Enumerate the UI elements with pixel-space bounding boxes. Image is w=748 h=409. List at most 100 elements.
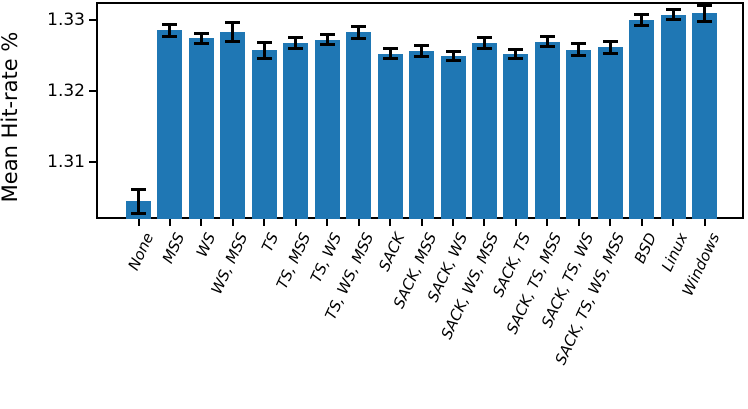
error-bar-cap-top: [665, 8, 681, 12]
error-bar-line: [640, 14, 644, 26]
y-tick-label: 1.31: [47, 152, 85, 173]
error-bar-cap-bottom: [225, 39, 241, 43]
error-bar-cap-bottom: [665, 18, 681, 22]
error-bar-cap-bottom: [256, 56, 272, 60]
error-bar-line: [577, 43, 581, 56]
error-bar-cap-top: [288, 35, 304, 39]
bar: [409, 50, 435, 219]
x-tick-mark: [389, 219, 392, 226]
bar: [503, 53, 529, 219]
bar: [440, 55, 466, 219]
bar: [566, 49, 592, 219]
bar: [629, 19, 655, 219]
error-bar-cap-bottom: [476, 47, 492, 51]
bar: [471, 43, 497, 219]
error-bar-cap-bottom: [162, 34, 178, 38]
bar: [346, 32, 372, 219]
x-tick-mark: [231, 219, 234, 226]
x-tick-label: BSD: [630, 230, 661, 267]
x-tick-mark: [546, 219, 549, 226]
x-tick-mark: [609, 219, 612, 226]
error-bar-cap-top: [697, 4, 713, 8]
x-tick-mark: [703, 219, 706, 226]
x-tick-mark: [514, 219, 517, 226]
error-bar-line: [357, 26, 361, 39]
error-bar-cap-top: [602, 39, 618, 43]
error-bar-line: [388, 48, 392, 59]
error-bar-cap-bottom: [508, 56, 524, 60]
error-bar-cap-bottom: [571, 54, 587, 58]
x-tick-label: Linux: [658, 230, 692, 275]
error-bar-cap-top: [539, 35, 555, 39]
y-tick-label: 1.32: [47, 81, 85, 102]
error-bar-cap-top: [476, 35, 492, 39]
x-tick-mark: [483, 219, 486, 226]
bar: [251, 50, 277, 219]
error-bar-cap-top: [319, 33, 335, 37]
y-axis-label: Mean Hit-rate %: [0, 31, 22, 203]
error-bar-cap-bottom: [634, 23, 650, 27]
error-bar-cap-top: [414, 43, 430, 47]
error-bar-cap-bottom: [351, 37, 367, 41]
bar: [597, 47, 623, 219]
error-bar-line: [420, 45, 424, 57]
error-bar-cap-bottom: [445, 58, 461, 62]
error-bar-cap-top: [225, 21, 241, 25]
error-bar-line: [199, 33, 203, 44]
x-tick-mark: [263, 219, 266, 226]
x-tick-mark: [452, 219, 454, 226]
bar: [377, 53, 403, 219]
x-tick-label: TS: [258, 230, 283, 255]
error-bar-cap-top: [382, 47, 398, 51]
error-bar-cap-top: [256, 40, 272, 44]
error-bar-cap-top: [162, 23, 178, 27]
error-bar-line: [294, 37, 298, 49]
x-tick-label: SACK: [375, 230, 409, 274]
error-bar-cap-top: [131, 187, 146, 191]
y-tick-mark: [89, 19, 96, 22]
error-bar-cap-top: [571, 41, 587, 45]
x-tick-mark: [168, 219, 171, 226]
x-tick-label: WS: [193, 230, 220, 260]
x-tick-mark: [357, 219, 360, 226]
x-tick-label: MSS: [158, 230, 189, 267]
error-bar-line: [231, 22, 235, 41]
error-bar-cap-bottom: [193, 41, 209, 45]
error-bar-line: [262, 42, 266, 58]
y-tick-mark: [89, 161, 96, 164]
error-bar-line: [545, 36, 549, 47]
x-tick-mark: [294, 219, 297, 226]
bar: [157, 30, 183, 219]
error-bar-line: [137, 189, 140, 214]
bar: [534, 41, 560, 219]
x-tick-mark: [420, 219, 423, 226]
bar: [220, 31, 246, 219]
error-bar-line: [451, 51, 455, 61]
bar: [283, 43, 309, 219]
error-bar-cap-top: [445, 50, 461, 54]
error-bar-line: [325, 34, 329, 45]
bar: [692, 13, 718, 219]
bar: [188, 38, 214, 219]
error-bar-cap-bottom: [602, 52, 618, 56]
error-bar-line: [514, 49, 518, 58]
error-bar-cap-bottom: [131, 211, 146, 215]
y-tick-label: 1.33: [47, 10, 85, 31]
error-bar-line: [608, 41, 612, 54]
error-bar-cap-top: [351, 24, 367, 28]
error-bar-cap-bottom: [288, 47, 304, 51]
error-bar-line: [671, 9, 675, 20]
x-tick-mark: [640, 219, 643, 226]
error-bar-cap-bottom: [414, 55, 430, 59]
error-bar-cap-bottom: [697, 19, 713, 23]
error-bar-cap-bottom: [382, 57, 398, 61]
x-tick-mark: [672, 219, 675, 226]
x-tick-label: None: [123, 230, 157, 274]
bar: [660, 14, 686, 219]
error-bar-cap-bottom: [539, 45, 555, 49]
x-tick-mark: [137, 219, 140, 226]
error-bar-cap-top: [634, 12, 650, 16]
error-bar-cap-bottom: [319, 43, 335, 47]
x-tick-mark: [326, 219, 329, 226]
